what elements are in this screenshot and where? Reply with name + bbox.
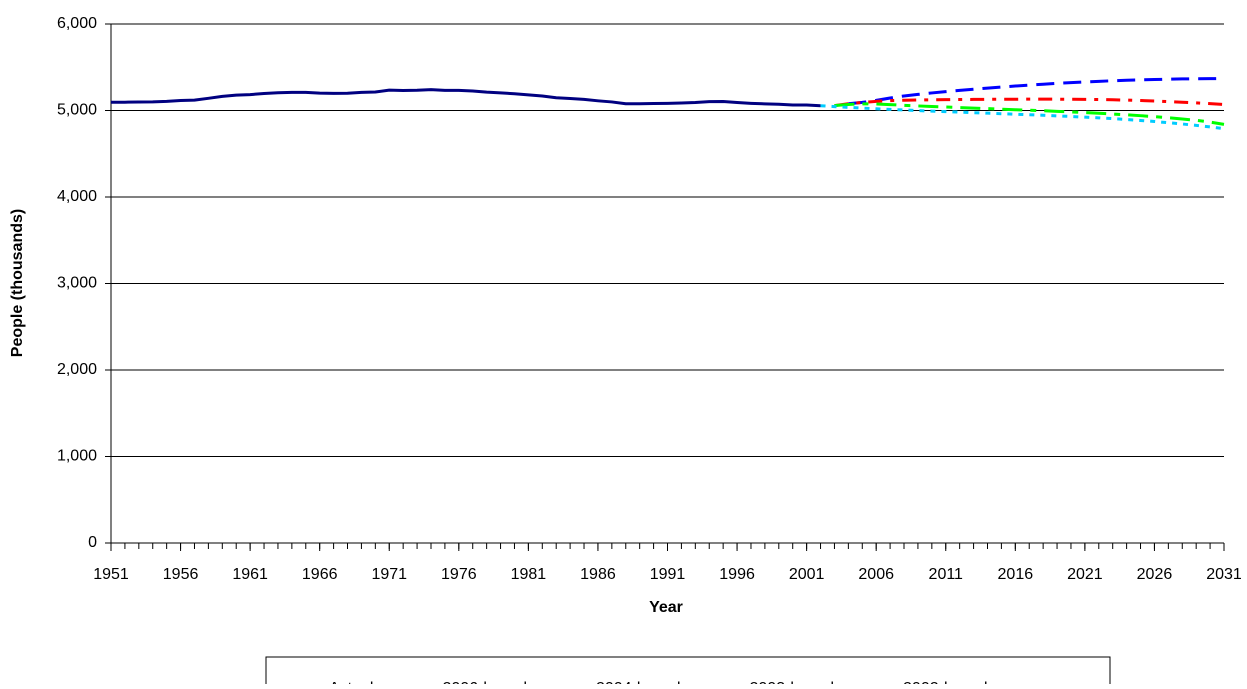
x-tick-label: 1951 [93, 566, 129, 583]
x-axis-title: Year [649, 599, 683, 616]
legend-label: 2006-based [442, 680, 527, 684]
x-tick-label: 2016 [998, 566, 1034, 583]
legend-label: 2004-based [596, 680, 681, 684]
x-tick-label: 2031 [1206, 566, 1242, 583]
series-line [820, 104, 1225, 131]
x-tick-label: 2001 [789, 566, 825, 583]
x-tick-label: 1996 [719, 566, 755, 583]
x-tick-label: 2011 [929, 566, 964, 583]
y-tick-label: 5,000 [57, 102, 97, 119]
x-tick-label: 1971 [371, 566, 407, 583]
x-tick-label: 1976 [441, 566, 477, 583]
y-tick-label: 6,000 [57, 15, 97, 32]
y-tick-label: 3,000 [57, 275, 97, 292]
legend-label: 2003-based [750, 680, 835, 684]
y-tick-label: 1,000 [57, 448, 97, 465]
x-tick-label: 1991 [650, 566, 686, 583]
x-tick-label: 1961 [232, 566, 268, 583]
x-tick-label: 2026 [1137, 566, 1173, 583]
series-line [111, 88, 821, 108]
series-line [834, 102, 1225, 126]
legend-label: Actual [329, 680, 373, 684]
x-tick-label: 1981 [511, 566, 547, 583]
y-axis-title: People (thousands) [9, 209, 26, 357]
legend-label: 2002-based [903, 680, 988, 684]
series-line [848, 77, 1225, 106]
y-tick-label: 2,000 [57, 361, 97, 378]
x-tick-label: 2021 [1067, 566, 1103, 583]
y-tick-label: 0 [88, 534, 97, 551]
x-tick-label: 1966 [302, 566, 338, 583]
x-tick-label: 1986 [580, 566, 616, 583]
series-line [834, 97, 1225, 108]
y-tick-label: 4,000 [57, 188, 97, 205]
x-tick-label: 2006 [858, 566, 894, 583]
x-tick-label: 1956 [163, 566, 199, 583]
